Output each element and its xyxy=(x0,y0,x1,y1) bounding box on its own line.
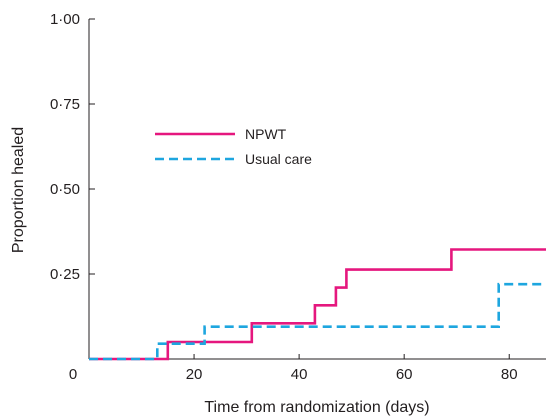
x-tick-label: 0 xyxy=(69,366,77,383)
y-tick-label: 0·75 xyxy=(50,96,80,113)
series-layer xyxy=(89,248,546,361)
legend-label-npwt: NPWT xyxy=(245,126,287,142)
y-tick-label: 1·00 xyxy=(50,11,80,28)
legend: NPWT Usual care xyxy=(155,126,312,167)
legend-label-usual-care: Usual care xyxy=(245,151,312,167)
x-axis-title: Time from randomization (days) xyxy=(204,399,429,416)
y-tick-label: 0·25 xyxy=(50,266,80,283)
x-tick-label: 40 xyxy=(291,366,308,383)
y-axis-ticks: 0·25 0·50 0·75 1·00 xyxy=(50,11,95,283)
axes xyxy=(88,19,546,360)
x-tick-label: 80 xyxy=(501,366,518,383)
y-tick-label: 0·50 xyxy=(50,181,80,198)
x-tick-label: 60 xyxy=(396,366,413,383)
series-line-usual-care xyxy=(89,282,546,361)
y-axis-title: Proportion healed xyxy=(10,127,27,253)
series-line-npwt xyxy=(89,248,546,361)
x-axis-ticks: 0 20 40 60 80 xyxy=(69,354,518,383)
x-tick-label: 20 xyxy=(186,366,203,383)
